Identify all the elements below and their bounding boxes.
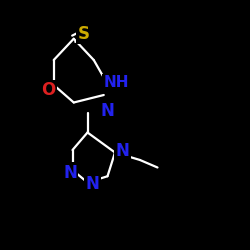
Text: O: O: [42, 81, 56, 99]
Text: S: S: [78, 25, 90, 43]
Text: N: N: [86, 175, 100, 193]
Text: NH: NH: [104, 75, 129, 90]
Text: N: N: [100, 102, 114, 120]
Text: N: N: [63, 164, 77, 182]
Text: N: N: [116, 142, 130, 160]
